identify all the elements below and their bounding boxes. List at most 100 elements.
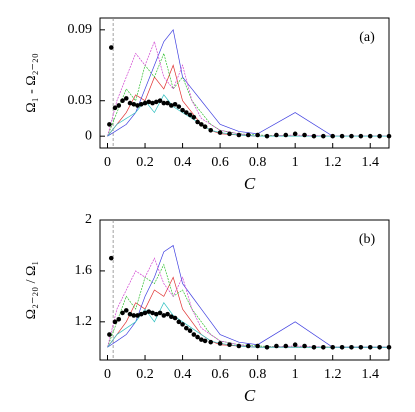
dot — [302, 132, 307, 138]
y-axis-label: Ω₁ - Ω₂₋₂₀ — [24, 53, 39, 113]
y-tick-label: 0 — [85, 128, 92, 143]
dot — [127, 100, 133, 106]
dot — [358, 133, 364, 139]
dot — [349, 344, 354, 350]
dot — [227, 342, 232, 348]
y-axis-label: Ω₂₋₂₀ / Ω₁ — [24, 261, 39, 320]
dot — [195, 119, 200, 125]
dot — [202, 124, 208, 130]
dot — [176, 319, 182, 325]
dot — [311, 133, 317, 139]
dot — [138, 101, 144, 107]
dot — [208, 339, 214, 345]
dot — [172, 101, 178, 107]
dot — [330, 344, 336, 350]
dot — [264, 133, 270, 139]
dot — [180, 107, 185, 113]
y-tick-label: 1.6 — [75, 263, 93, 278]
dot — [245, 132, 251, 138]
dot — [116, 103, 122, 108]
x-tick-label: 1.2 — [324, 155, 342, 170]
dot — [146, 309, 152, 314]
plot-frame — [99, 219, 390, 361]
dot — [217, 341, 223, 346]
dot — [191, 114, 197, 120]
dot — [161, 100, 167, 106]
dot — [135, 103, 140, 108]
series-line — [107, 52, 389, 137]
dot — [292, 342, 298, 348]
dot — [184, 110, 189, 115]
dot — [112, 105, 118, 111]
x-tick-label: 0 — [104, 367, 111, 382]
series-line — [107, 263, 389, 348]
dot — [283, 343, 289, 349]
y-tick-label: 0.09 — [68, 22, 93, 37]
dot — [172, 315, 178, 321]
x-tick-label: 0.6 — [211, 155, 229, 170]
x-tick-label: 1 — [292, 155, 299, 170]
dot — [349, 133, 354, 139]
dot — [116, 316, 122, 322]
dot — [199, 122, 204, 127]
dot — [236, 132, 242, 138]
dot — [377, 344, 382, 350]
dot — [283, 132, 289, 138]
dot — [208, 127, 214, 133]
dot — [120, 310, 125, 316]
dot — [264, 344, 270, 350]
dot — [377, 133, 382, 139]
x-tick-label: 1.4 — [361, 155, 379, 170]
dot — [150, 310, 155, 316]
dot — [157, 98, 163, 104]
dot — [330, 133, 336, 139]
x-tick-label: 0.8 — [249, 155, 267, 170]
panel-label: (a) — [359, 30, 375, 45]
dot — [321, 133, 326, 139]
x-axis-label: C — [244, 386, 256, 405]
x-tick-label: 0.4 — [174, 155, 192, 170]
dot — [339, 133, 345, 139]
dot — [169, 103, 174, 108]
dot — [108, 45, 114, 50]
dot — [187, 328, 193, 334]
x-tick-label: 1.4 — [361, 367, 379, 382]
dot — [131, 313, 137, 318]
dot — [165, 100, 170, 106]
dot — [191, 332, 197, 337]
dot — [112, 319, 118, 325]
series-line — [107, 29, 389, 137]
dot — [227, 131, 232, 137]
x-tick-label: 1.2 — [324, 367, 342, 382]
dot — [255, 132, 260, 138]
dot — [165, 311, 170, 317]
dot — [150, 100, 155, 106]
dot — [302, 343, 307, 349]
x-tick-label: 1 — [292, 367, 299, 382]
x-tick-label: 0.4 — [174, 367, 192, 382]
dot — [274, 343, 279, 349]
dot — [161, 313, 167, 318]
dot — [108, 255, 114, 261]
x-tick-label: 0.2 — [136, 155, 154, 170]
dot — [199, 337, 204, 342]
dot — [292, 131, 298, 137]
dot — [146, 99, 152, 105]
y-tick-label: 2 — [85, 212, 92, 227]
dot — [153, 311, 159, 317]
dot — [153, 99, 159, 105]
y-tick-label: 1.2 — [75, 314, 93, 329]
dot — [202, 338, 208, 344]
x-tick-label: 0.6 — [211, 367, 229, 382]
dot — [367, 344, 373, 350]
dot — [367, 133, 373, 139]
dot — [217, 130, 223, 135]
series-line — [107, 302, 389, 348]
panel-label: (b) — [359, 232, 376, 247]
dot — [176, 104, 182, 109]
dot — [127, 311, 133, 317]
dot — [142, 100, 148, 106]
dot — [358, 344, 364, 350]
dot — [123, 308, 129, 313]
